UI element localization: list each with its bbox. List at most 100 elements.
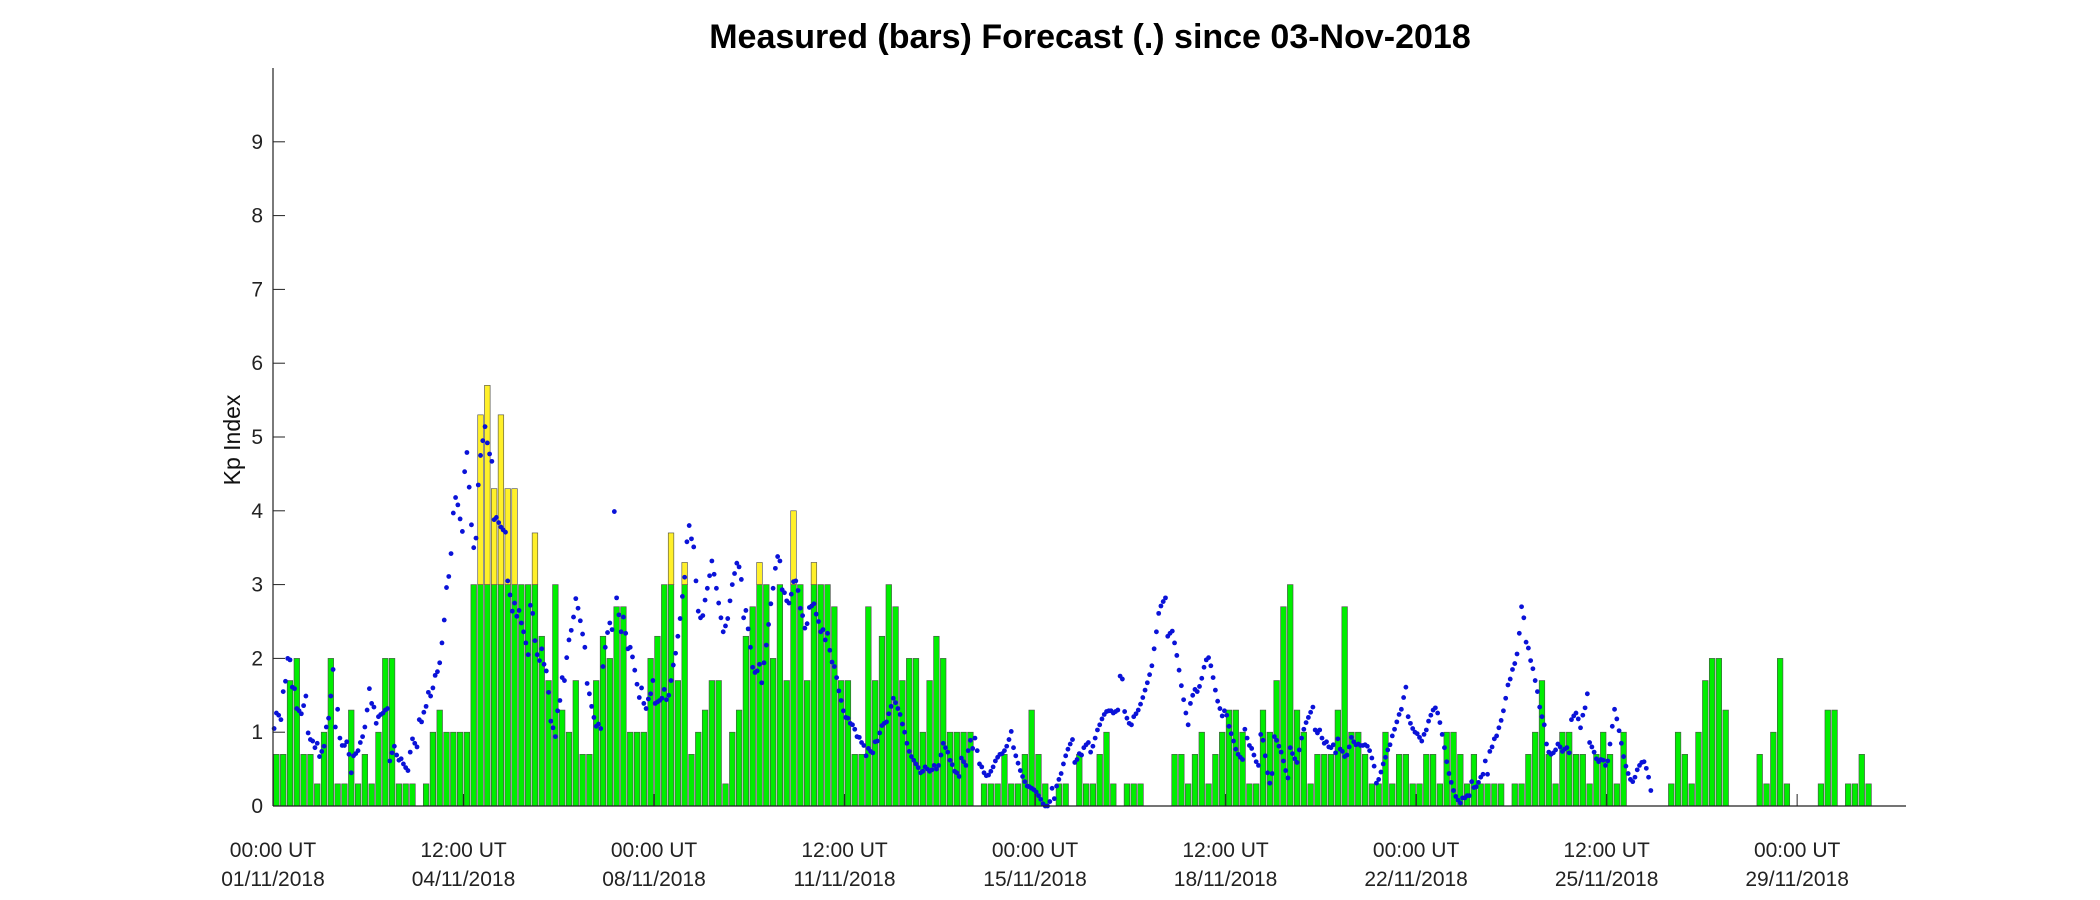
measured-bar xyxy=(1668,783,1675,807)
measured-bar-storm-part xyxy=(810,562,818,585)
forecast-point xyxy=(1392,726,1397,732)
forecast-point xyxy=(1643,765,1649,771)
x-tick-time-label: 00:00 UT xyxy=(230,839,317,862)
forecast-point xyxy=(689,536,694,542)
forecast-point xyxy=(1296,747,1302,753)
measured-bar-storm-part xyxy=(667,532,675,585)
forecast-point xyxy=(469,522,474,528)
forecast-point xyxy=(1215,698,1221,704)
forecast-point xyxy=(423,703,429,709)
forecast-point xyxy=(1421,732,1427,737)
forecast-point xyxy=(283,678,288,684)
forecast-point xyxy=(1498,717,1504,723)
forecast-point xyxy=(475,482,481,488)
x-tick-time-label: 00:00 UT xyxy=(1373,839,1460,862)
x-tick-time-label: 12:00 UT xyxy=(1182,839,1269,862)
forecast-point xyxy=(1013,753,1019,759)
forecast-point xyxy=(877,730,883,736)
forecast-point xyxy=(292,686,297,692)
forecast-point xyxy=(1532,678,1538,683)
bars-group xyxy=(273,385,1872,807)
forecast-point xyxy=(1618,740,1624,746)
forecast-point xyxy=(714,585,719,591)
forecast-point xyxy=(845,715,851,721)
forecast-point xyxy=(1269,771,1275,776)
forecast-point xyxy=(1582,705,1588,711)
forecast-point xyxy=(555,708,561,714)
forecast-point xyxy=(1206,655,1211,661)
measured-bar xyxy=(885,584,892,807)
measured-bar xyxy=(633,731,641,807)
forecast-point xyxy=(1374,780,1379,786)
forecast-point xyxy=(1503,695,1509,701)
measured-bar xyxy=(559,709,566,807)
measured-bar xyxy=(769,658,777,807)
forecast-point xyxy=(1274,737,1280,743)
forecast-point xyxy=(591,715,597,720)
measured-bar xyxy=(824,584,831,807)
measured-bar xyxy=(491,584,498,807)
forecast-point xyxy=(1419,738,1425,744)
forecast-point xyxy=(1301,726,1307,732)
forecast-point xyxy=(621,614,626,620)
forecast-point xyxy=(1410,726,1416,731)
forecast-point xyxy=(1015,760,1021,766)
forecast-point xyxy=(904,740,910,746)
measured-bar xyxy=(1368,783,1375,807)
forecast-point xyxy=(961,759,967,765)
measured-bar xyxy=(1205,783,1212,807)
measured-bar xyxy=(286,680,294,807)
measured-bar xyxy=(1185,783,1192,807)
forecast-point xyxy=(405,768,411,773)
measured-bar xyxy=(1096,754,1103,807)
forecast-point xyxy=(1344,752,1350,758)
measured-bar xyxy=(722,783,729,807)
forecast-point xyxy=(811,601,817,607)
forecast-point xyxy=(525,652,531,658)
forecast-point xyxy=(448,551,454,556)
forecast-point xyxy=(822,637,828,643)
measured-bar xyxy=(525,584,532,807)
forecast-point xyxy=(788,591,794,597)
x-tick-date-label: 29/11/2018 xyxy=(1745,868,1849,891)
forecast-point xyxy=(1056,777,1062,782)
forecast-point xyxy=(827,647,833,653)
measured-bar xyxy=(1681,754,1688,807)
forecast-point xyxy=(1058,771,1064,776)
forecast-point xyxy=(893,700,898,706)
forecast-point xyxy=(464,450,470,455)
measured-bar xyxy=(504,584,511,807)
forecast-point xyxy=(425,689,431,695)
forecast-point xyxy=(1387,742,1393,748)
forecast-point xyxy=(1129,722,1134,728)
measured-bar xyxy=(586,754,593,807)
forecast-point xyxy=(1172,640,1177,646)
forecast-point xyxy=(462,469,468,475)
forecast-point xyxy=(1557,744,1563,750)
measured-bar xyxy=(1695,731,1702,807)
measured-bar xyxy=(1688,783,1695,807)
forecast-point xyxy=(1630,779,1636,785)
forecast-point xyxy=(1632,774,1638,780)
forecast-point xyxy=(1138,701,1143,707)
forecast-point xyxy=(303,693,309,699)
forecast-point xyxy=(804,621,810,627)
forecast-point xyxy=(1428,712,1434,718)
measured-bar xyxy=(572,680,579,807)
measured-bar xyxy=(654,635,661,807)
x-tick-time-label: 00:00 UT xyxy=(611,839,698,862)
forecast-point xyxy=(634,681,640,687)
measured-bar xyxy=(273,754,280,807)
forecast-point xyxy=(1070,737,1075,742)
forecast-point xyxy=(1575,716,1581,722)
forecast-point xyxy=(829,659,835,665)
measured-bar xyxy=(1525,754,1532,807)
forecast-point xyxy=(695,608,701,614)
forecast-point xyxy=(568,627,574,633)
forecast-point xyxy=(723,623,728,629)
forecast-point xyxy=(344,739,350,745)
measured-bar xyxy=(776,584,784,807)
y-tick-label: 5 xyxy=(251,426,263,449)
forecast-point xyxy=(1226,723,1232,729)
forecast-point xyxy=(1625,771,1631,776)
